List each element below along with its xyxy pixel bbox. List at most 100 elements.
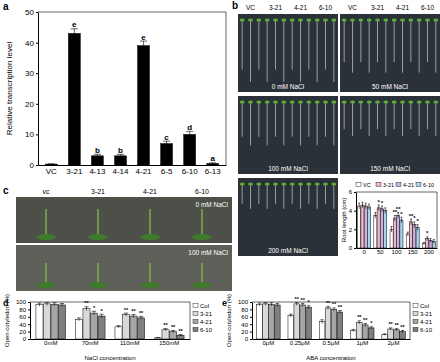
error-bar: [163, 141, 170, 146]
photo-detail: [273, 18, 278, 21]
bar: [380, 209, 383, 248]
x-axis: VC3-214-134-144-216-56-106-13: [39, 165, 227, 176]
bar: [306, 307, 312, 339]
bar: [162, 330, 169, 339]
error-bar: [171, 330, 175, 332]
photo-caption: 100 mM NaCl: [188, 249, 228, 256]
photo-detail: [201, 209, 202, 237]
annotation: *: [308, 299, 311, 305]
annotation: **: [301, 297, 306, 303]
photo-detail: [377, 20, 378, 62]
tick-label: 6-13: [205, 167, 222, 176]
photo-detail: [317, 20, 318, 82]
legend-swatch: [193, 304, 198, 308]
photo-detail: [377, 102, 378, 129]
photo-detail: [427, 102, 428, 129]
y-tick: 0: [245, 336, 252, 342]
bar: [75, 319, 82, 339]
photo-detail: [273, 100, 278, 103]
legend-label: 4-21: [420, 319, 433, 325]
bar: [400, 220, 403, 248]
error-bar: [163, 329, 167, 331]
tick-mark: [354, 248, 356, 249]
bar: [51, 304, 58, 339]
photo-detail: [248, 182, 253, 185]
photo-detail: [267, 20, 268, 82]
error-bar: [397, 213, 399, 219]
y-axis: 01020304050: [25, 8, 38, 170]
error-bar: [423, 242, 425, 244]
bar: [397, 215, 400, 248]
photo-detail: [248, 18, 253, 21]
axis-line: [30, 303, 31, 340]
bar: [368, 328, 374, 339]
bar: [374, 215, 377, 248]
line-label: 3-21: [269, 4, 282, 11]
tick-label: 60: [19, 314, 26, 320]
photo-detail: [265, 100, 270, 103]
photo-detail: [283, 184, 284, 209]
photo-detail: [308, 184, 309, 204]
legend-swatch: [416, 183, 421, 187]
annotations: **********************: [295, 296, 406, 330]
tick-mark: [28, 339, 30, 340]
photo-detail: [317, 184, 318, 209]
annotation: **: [400, 324, 405, 330]
error-bar: [389, 328, 392, 330]
photo-detail: [427, 20, 428, 62]
tick-label: 40: [25, 39, 34, 48]
line-label: 4-21: [143, 188, 157, 195]
bar: [43, 304, 50, 339]
photo-detail: [408, 100, 413, 103]
plot-area: [36, 302, 184, 339]
bar: [351, 330, 357, 339]
photo-detail: [402, 102, 403, 136]
line-label: 4-21: [396, 4, 409, 11]
plot-frame: [38, 12, 226, 13]
annotation: *: [416, 218, 419, 224]
photo-detail: [292, 184, 293, 204]
error-bar: [378, 205, 380, 211]
photo-detail: [369, 102, 370, 136]
photo: [238, 178, 338, 256]
axis-title: Relative transcription level: [5, 42, 14, 136]
line-label: vc: [43, 188, 51, 195]
bar: [275, 305, 281, 339]
y-tick: 80: [19, 307, 30, 313]
tick-mark: [36, 165, 38, 166]
photo-detail: [242, 20, 243, 70]
plot-area: [45, 29, 218, 165]
legend-swatch: [396, 183, 401, 187]
error-bar: [384, 208, 386, 214]
tick-mark: [28, 324, 30, 325]
bar: [115, 327, 122, 339]
error-bar: [383, 334, 386, 335]
tick-label: 200: [424, 249, 435, 255]
y-tick: 30: [25, 69, 38, 78]
photo-detail: [242, 102, 243, 137]
annotation: d: [187, 123, 192, 132]
tick-label: 1μM: [356, 340, 368, 346]
error-bar: [401, 330, 404, 332]
photo-detail: [240, 100, 245, 103]
photo-detail: [402, 20, 403, 73]
annotation: **: [326, 300, 331, 306]
photo-detail: [281, 182, 286, 185]
plot-area: [257, 302, 406, 339]
plot-frame: [30, 302, 190, 303]
photo: [340, 96, 440, 174]
photo-detail: [256, 182, 261, 185]
tick-mark: [36, 134, 38, 135]
tick-mark: [250, 302, 252, 303]
photo-detail: [375, 18, 380, 21]
error-bar: [338, 311, 341, 314]
x-tick: 0.5μM: [323, 339, 340, 346]
annotation: **: [338, 304, 343, 310]
photo-detail: [292, 20, 293, 70]
x-tick: 6-10: [182, 165, 199, 176]
bar: [161, 144, 173, 165]
error-bar: [400, 217, 402, 223]
photo-caption: 0 mM NaCl: [272, 83, 305, 90]
legend-label: 4-21: [403, 182, 414, 188]
x-tick: 110mM: [120, 339, 140, 346]
